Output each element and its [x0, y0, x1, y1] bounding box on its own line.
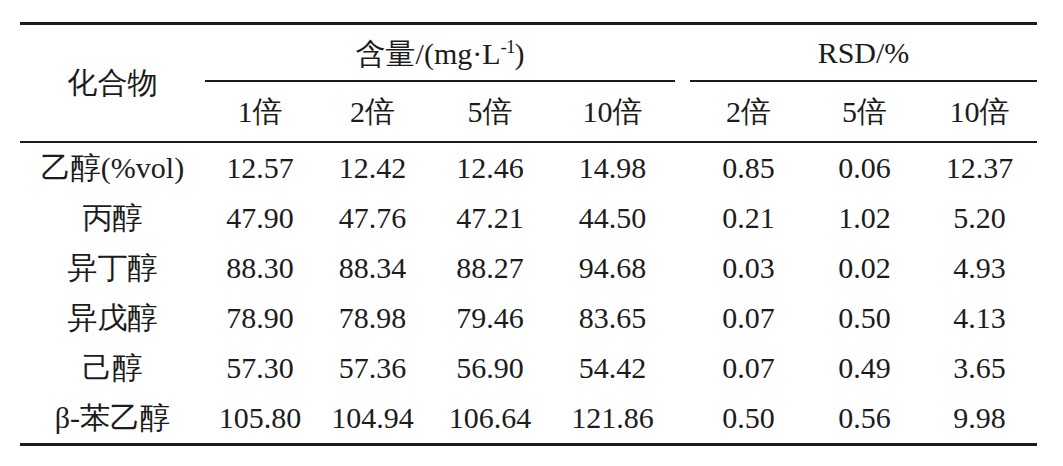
group-gap-spacer	[675, 142, 690, 193]
value-cell: 0.50	[690, 393, 807, 445]
value-cell: 79.46	[430, 293, 550, 343]
value-cell: 88.27	[430, 243, 550, 293]
subcol-header-content-5x: 5倍	[430, 81, 550, 142]
value-cell: 12.46	[430, 142, 550, 193]
subcol-header-content-1x: 1倍	[205, 81, 315, 142]
subcol-header-content-2x: 2倍	[315, 81, 430, 142]
row-label: 异丁醇	[20, 243, 205, 293]
row-label: β-苯乙醇	[20, 393, 205, 445]
value-cell: 56.90	[430, 343, 550, 393]
table-row-isoamylol: 异戊醇 78.90 78.98 79.46 83.65 0.07 0.50 4.…	[20, 293, 1037, 343]
value-cell: 47.21	[430, 193, 550, 243]
group-gap-spacer	[675, 243, 690, 293]
row-label: 乙醇(%vol)	[20, 142, 205, 193]
table-row-propanol: 丙醇 47.90 47.76 47.21 44.50 0.21 1.02 5.2…	[20, 193, 1037, 243]
subcol-header-content-10x: 10倍	[550, 81, 675, 142]
content-group-header-superscript: -1	[501, 36, 515, 57]
value-cell: 88.34	[315, 243, 430, 293]
value-cell: 0.85	[690, 142, 807, 193]
value-cell: 3.65	[922, 343, 1037, 393]
value-cell: 0.49	[807, 343, 922, 393]
row-label: 己醇	[20, 343, 205, 393]
value-cell: 78.90	[205, 293, 315, 343]
table-row-hexanol: 己醇 57.30 57.36 56.90 54.42 0.07 0.49 3.6…	[20, 343, 1037, 393]
group-gap-spacer	[675, 393, 690, 445]
value-cell: 106.64	[430, 393, 550, 445]
row-label: 异戊醇	[20, 293, 205, 343]
table-row-ethanol: 乙醇(%vol) 12.57 12.42 12.46 14.98 0.85 0.…	[20, 142, 1037, 193]
group-gap-spacer	[675, 24, 690, 82]
value-cell: 47.76	[315, 193, 430, 243]
value-cell: 0.07	[690, 343, 807, 393]
value-cell: 0.02	[807, 243, 922, 293]
group-gap-spacer	[675, 81, 690, 142]
value-cell: 88.30	[205, 243, 315, 293]
recovery-rsd-table: 化合物 含量/(mg·L-1) RSD/% 1倍 2倍 5倍 10倍 2倍 5倍…	[20, 22, 1037, 446]
value-cell: 44.50	[550, 193, 675, 243]
rsd-group-header: RSD/%	[690, 24, 1037, 82]
content-group-header-text: 含量/(mg·L	[356, 37, 501, 70]
value-cell: 78.98	[315, 293, 430, 343]
group-gap-spacer	[675, 193, 690, 243]
value-cell: 0.56	[807, 393, 922, 445]
compound-column-header: 化合物	[20, 24, 205, 143]
value-cell: 121.86	[550, 393, 675, 445]
value-cell: 94.68	[550, 243, 675, 293]
value-cell: 12.37	[922, 142, 1037, 193]
value-cell: 4.13	[922, 293, 1037, 343]
value-cell: 4.93	[922, 243, 1037, 293]
value-cell: 104.94	[315, 393, 430, 445]
group-header-row: 化合物 含量/(mg·L-1) RSD/%	[20, 24, 1037, 82]
group-gap-spacer	[675, 343, 690, 393]
row-label: 丙醇	[20, 193, 205, 243]
table-row-phenylethanol: β-苯乙醇 105.80 104.94 106.64 121.86 0.50 0…	[20, 393, 1037, 445]
table-container: 化合物 含量/(mg·L-1) RSD/% 1倍 2倍 5倍 10倍 2倍 5倍…	[0, 0, 1063, 446]
value-cell: 0.07	[690, 293, 807, 343]
value-cell: 54.42	[550, 343, 675, 393]
value-cell: 47.90	[205, 193, 315, 243]
value-cell: 5.20	[922, 193, 1037, 243]
value-cell: 12.57	[205, 142, 315, 193]
table-row-isobutanol: 异丁醇 88.30 88.34 88.27 94.68 0.03 0.02 4.…	[20, 243, 1037, 293]
value-cell: 83.65	[550, 293, 675, 343]
value-cell: 14.98	[550, 142, 675, 193]
value-cell: 0.21	[690, 193, 807, 243]
subcol-header-rsd-10x: 10倍	[922, 81, 1037, 142]
value-cell: 12.42	[315, 142, 430, 193]
content-group-header-close: )	[514, 37, 524, 70]
value-cell: 0.50	[807, 293, 922, 343]
subcol-header-rsd-5x: 5倍	[807, 81, 922, 142]
group-gap-spacer	[675, 293, 690, 343]
value-cell: 9.98	[922, 393, 1037, 445]
subcol-header-rsd-2x: 2倍	[690, 81, 807, 142]
value-cell: 57.30	[205, 343, 315, 393]
value-cell: 0.06	[807, 142, 922, 193]
value-cell: 105.80	[205, 393, 315, 445]
value-cell: 0.03	[690, 243, 807, 293]
value-cell: 57.36	[315, 343, 430, 393]
content-group-header: 含量/(mg·L-1)	[205, 24, 675, 82]
value-cell: 1.02	[807, 193, 922, 243]
